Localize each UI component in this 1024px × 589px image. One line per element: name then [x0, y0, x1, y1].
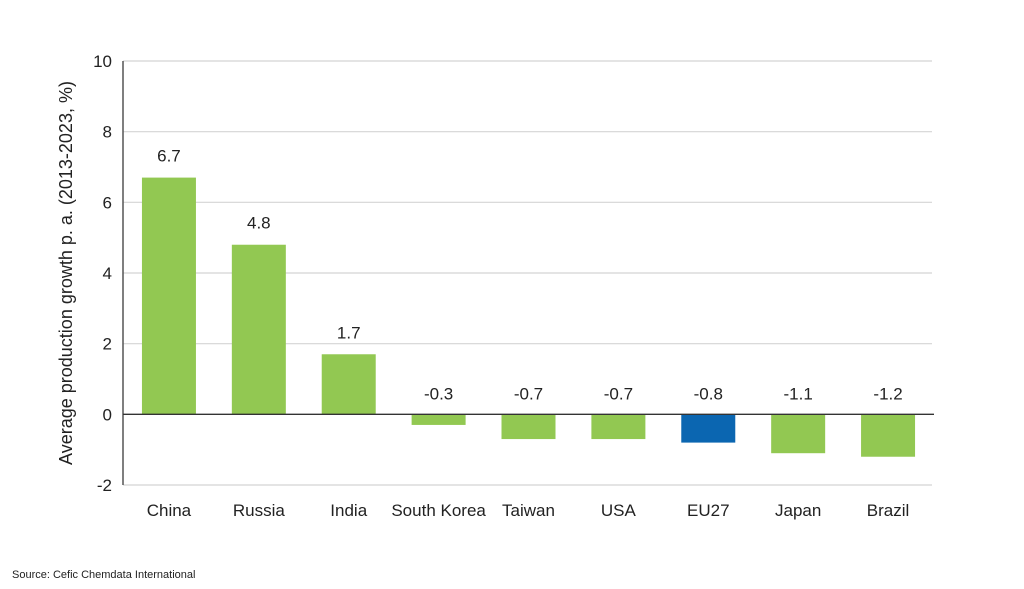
x-tick-label: India	[330, 501, 367, 520]
x-tick-label: China	[147, 501, 192, 520]
x-tick-label: Brazil	[867, 501, 910, 520]
bar-japan	[771, 414, 826, 454]
y-tick-label: -2	[97, 476, 112, 495]
bar-taiwan	[501, 414, 556, 440]
data-label: -0.7	[604, 384, 633, 403]
source-note: Source: Cefic Chemdata International	[12, 569, 196, 581]
data-label: -0.7	[514, 384, 543, 403]
y-tick-label: 6	[103, 193, 112, 212]
bar-china	[141, 177, 196, 415]
x-tick-label: EU27	[687, 501, 730, 520]
bar-brazil	[861, 414, 916, 457]
bar-usa	[591, 414, 646, 440]
y-axis-label: Average production growth p. a. (2013-20…	[56, 81, 76, 465]
bar-eu27	[681, 414, 736, 443]
y-tick-label: 4	[103, 264, 112, 283]
data-label: -0.8	[694, 384, 723, 403]
y-tick-label: 2	[103, 335, 112, 354]
data-label: -1.1	[784, 384, 813, 403]
x-tick-label: USA	[601, 501, 637, 520]
bar-russia	[231, 244, 286, 415]
data-label: -0.3	[424, 384, 453, 403]
data-label: -1.2	[873, 384, 902, 403]
data-label: 1.7	[337, 323, 361, 342]
y-tick-label: 0	[103, 405, 112, 424]
x-tick-label: Russia	[233, 501, 286, 520]
y-tick-label: 8	[103, 123, 112, 142]
x-tick-label: Taiwan	[502, 501, 555, 520]
y-tick-label: 10	[93, 52, 112, 71]
data-label: 6.7	[157, 147, 181, 166]
data-label: 4.8	[247, 214, 271, 233]
x-tick-label: South Korea	[391, 501, 486, 520]
x-tick-label: Japan	[775, 501, 821, 520]
bar-india	[321, 354, 376, 415]
bar-south-korea	[411, 414, 466, 425]
